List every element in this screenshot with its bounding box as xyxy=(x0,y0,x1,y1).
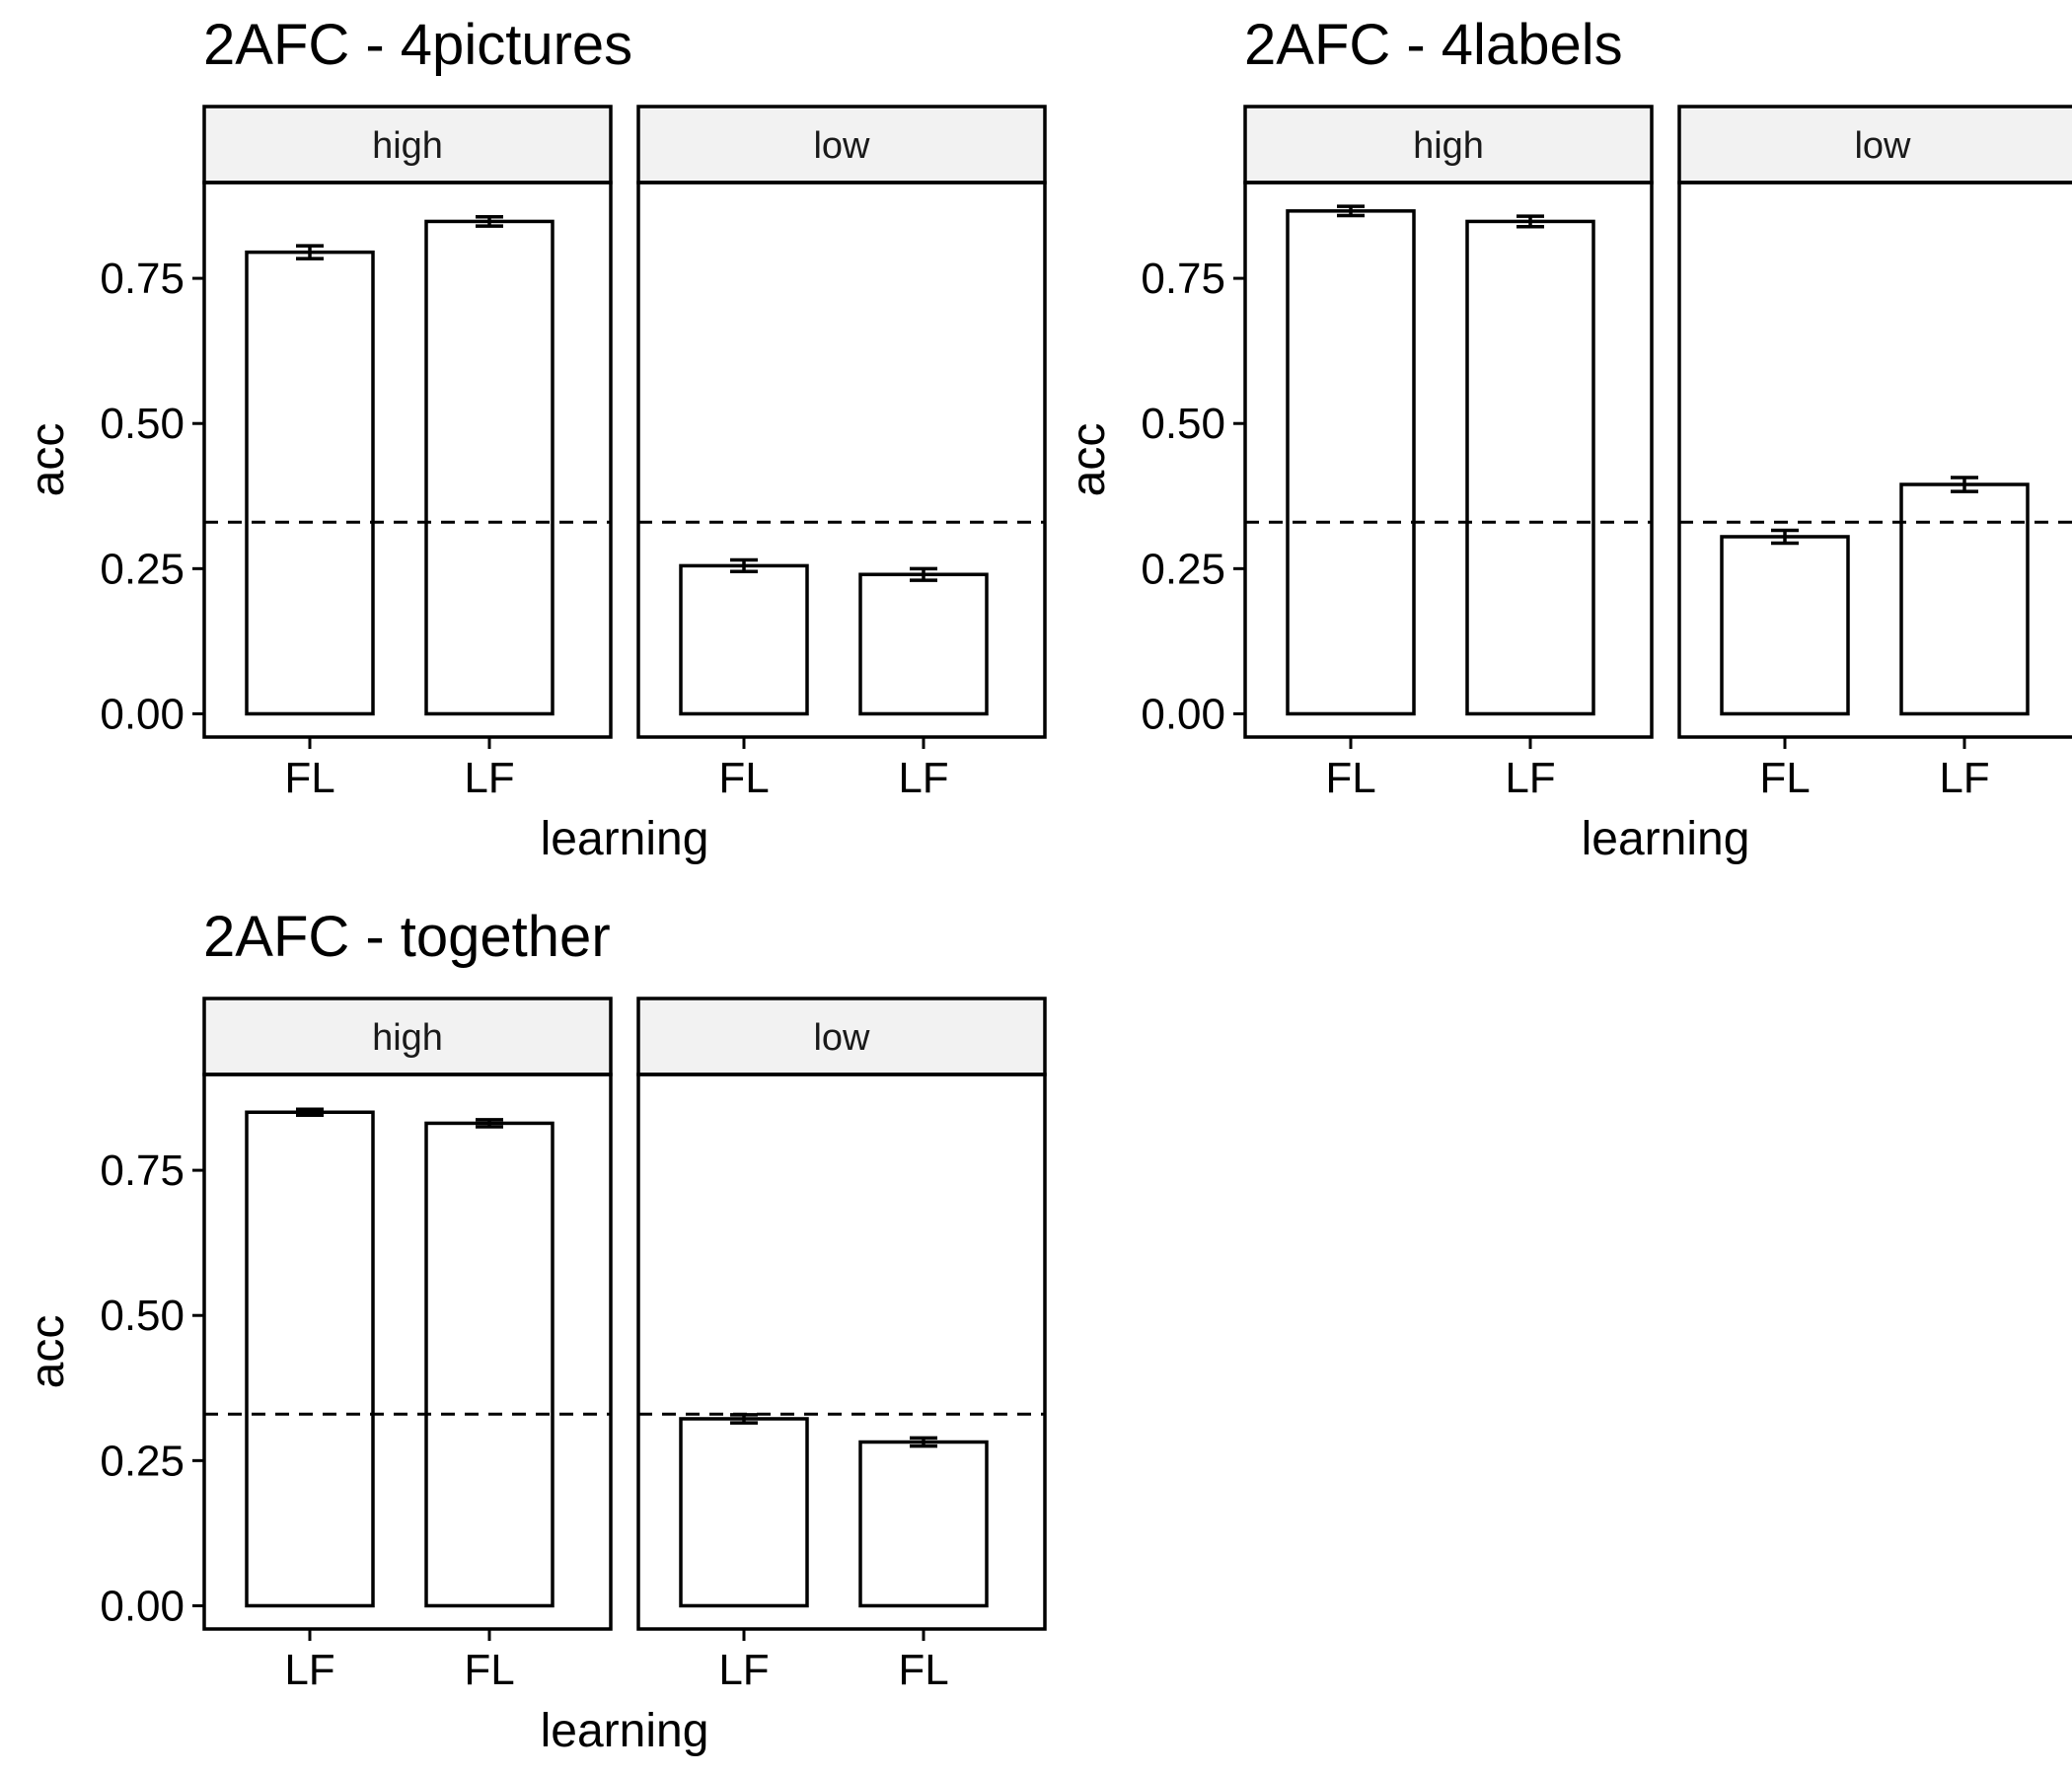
facet-strip-label: low xyxy=(1854,125,1911,167)
bar xyxy=(1465,219,1595,716)
bar xyxy=(1899,482,2030,716)
x-tick-label: FL xyxy=(1325,754,1375,802)
bar xyxy=(424,1121,555,1608)
x-tick-label: FL xyxy=(718,754,769,802)
y-axis-title: acc xyxy=(1063,423,1115,497)
bar xyxy=(424,219,555,716)
bar xyxy=(858,572,989,716)
bar xyxy=(245,1110,375,1608)
facet-high: high FL LF xyxy=(1243,105,1654,802)
facet-strip-label: high xyxy=(1413,125,1484,167)
x-tick-label: LF xyxy=(1939,754,1989,802)
y-tick-label: 0.00 xyxy=(100,1582,185,1630)
x-axis-title: learning xyxy=(1582,813,1750,865)
facet-strip-label: high xyxy=(372,1017,443,1059)
y-tick-label: 0.75 xyxy=(100,255,185,303)
bar xyxy=(679,563,809,716)
x-tick-label: FL xyxy=(1759,754,1810,802)
chart-title: 2AFC - together xyxy=(203,905,611,969)
facet-strip-label: low xyxy=(813,125,870,167)
y-tick-label: 0.75 xyxy=(1141,255,1225,303)
panel-frame xyxy=(202,181,613,739)
facet-strip xyxy=(202,997,613,1076)
bar xyxy=(858,1440,989,1608)
facet-strip-label: high xyxy=(372,125,443,167)
chart-title: 2AFC - 4pictures xyxy=(203,13,632,77)
x-axis-title: learning xyxy=(541,813,709,865)
x-tick-label: LF xyxy=(284,1646,334,1694)
x-tick-label: LF xyxy=(718,1646,769,1694)
chart-0: 2AFC - 4pictures 0.00 0.25 0.50 0.75 acc high F… xyxy=(22,13,1047,865)
chart-2: 2AFC - together 0.00 0.25 0.50 0.75 acc high LF… xyxy=(22,905,1047,1757)
facet-strip xyxy=(636,997,1047,1076)
facet-low: low FL LF xyxy=(636,105,1047,802)
y-tick-label: 0.50 xyxy=(1141,400,1225,448)
x-tick-label: LF xyxy=(464,754,514,802)
y-tick-label: 0.00 xyxy=(1141,690,1225,738)
y-tick-label: 0.50 xyxy=(100,1292,185,1340)
y-tick-label: 0.25 xyxy=(100,545,185,593)
y-tick-label: 0.50 xyxy=(100,400,185,448)
chart-title: 2AFC - 4labels xyxy=(1244,13,1623,77)
x-tick-label: LF xyxy=(1505,754,1555,802)
facet-strip-label: low xyxy=(813,1017,870,1059)
facet-low: low FL LF xyxy=(1677,105,2072,802)
panel-frame xyxy=(202,1073,613,1631)
panel-frame xyxy=(636,181,1047,739)
facet-strip xyxy=(636,105,1047,185)
y-axis-title: acc xyxy=(22,423,74,497)
y-tick-label: 0.25 xyxy=(100,1437,185,1485)
x-tick-label: FL xyxy=(284,754,334,802)
x-tick-label: LF xyxy=(898,754,948,802)
bar xyxy=(1720,535,1850,716)
y-axis-title: acc xyxy=(22,1315,74,1389)
facet-low: low LF FL xyxy=(636,997,1047,1694)
panel-frame xyxy=(636,1073,1047,1631)
bar xyxy=(1286,209,1416,716)
panel-frame xyxy=(1243,181,1654,739)
x-tick-label: FL xyxy=(898,1646,948,1694)
facet-high: high FL LF xyxy=(202,105,613,802)
y-tick-label: 0.00 xyxy=(100,690,185,738)
bar xyxy=(679,1417,809,1608)
x-axis-title: learning xyxy=(541,1705,709,1757)
x-tick-label: FL xyxy=(464,1646,514,1694)
bar xyxy=(245,250,375,716)
y-tick-label: 0.25 xyxy=(1141,545,1225,593)
facet-strip xyxy=(202,105,613,185)
panel-frame xyxy=(1677,181,2072,739)
facet-high: high LF FL xyxy=(202,997,613,1694)
facet-strip xyxy=(1677,105,2072,185)
y-tick-label: 0.75 xyxy=(100,1147,185,1195)
chart-1: 2AFC - 4labels 0.00 0.25 0.50 0.75 acc high FL L… xyxy=(1063,13,2072,865)
